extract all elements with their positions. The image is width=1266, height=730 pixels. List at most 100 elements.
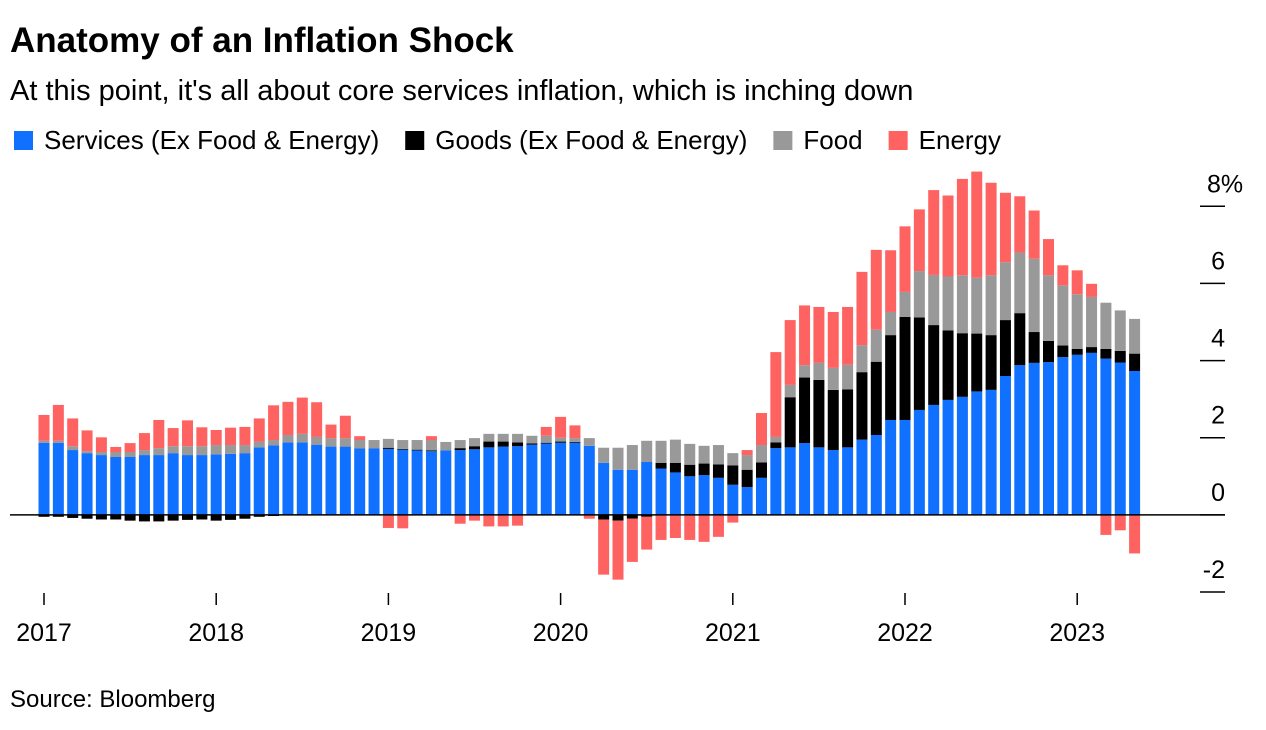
bar-segment	[425, 440, 437, 451]
bar-segment	[225, 514, 237, 520]
bar-segment	[239, 426, 251, 446]
x-tick-label: 2022	[877, 619, 933, 647]
bar-segment	[569, 441, 581, 443]
bar-segment	[239, 514, 251, 519]
bar-segment	[368, 440, 380, 449]
bar-segment	[913, 409, 925, 515]
bar-segment	[253, 447, 265, 515]
bar-segment	[382, 514, 394, 528]
bar-segment	[124, 443, 136, 452]
x-tick-label: 2021	[705, 619, 761, 647]
bar-segment	[382, 438, 394, 448]
bar-segment	[971, 171, 983, 278]
bar-segment	[784, 320, 796, 385]
bar-segment	[540, 443, 552, 515]
legend-swatch	[405, 131, 425, 150]
bar-segment	[526, 435, 538, 444]
bar-segment	[253, 441, 265, 448]
bar-segment	[985, 275, 997, 336]
bar-segment	[38, 414, 50, 441]
bar-segment	[239, 453, 251, 515]
bar-segment	[999, 192, 1011, 263]
bar-segment	[813, 362, 825, 380]
bar-segment	[454, 514, 466, 524]
bar-segment	[153, 448, 165, 456]
bar-segment	[885, 419, 897, 515]
bar-segment	[167, 446, 179, 454]
bar-segment	[196, 427, 208, 447]
bar-segment	[1014, 313, 1026, 366]
bar-segment	[641, 516, 653, 550]
bar-segment	[727, 465, 739, 485]
bar-segment	[52, 404, 64, 441]
bar-segment	[956, 333, 968, 397]
bar-segment	[1071, 294, 1083, 349]
bar-segment	[110, 457, 122, 515]
bar-segment	[669, 472, 681, 515]
source: Source: Bloomberg	[10, 686, 215, 713]
bar-segment	[999, 262, 1011, 321]
bar-segment	[842, 447, 854, 515]
y-tick-label: 2	[1211, 402, 1225, 430]
bar-segment	[770, 442, 782, 449]
bar-segment	[311, 436, 323, 445]
bar-segment	[225, 427, 237, 446]
bar-segment	[569, 438, 581, 442]
bar-segment	[741, 450, 753, 456]
bar-segment	[397, 448, 409, 450]
bar-segment	[555, 441, 567, 443]
bar-segment	[210, 445, 222, 455]
bar-segment	[598, 447, 610, 463]
bar-segment	[641, 462, 653, 515]
bar-segment	[138, 514, 150, 522]
bar-segment	[469, 446, 480, 450]
bar-segment	[540, 435, 552, 443]
bar-segment	[52, 442, 64, 515]
bar-segment	[67, 446, 79, 451]
bar-segment	[770, 352, 782, 437]
bar-segment	[138, 455, 150, 515]
bar-segment	[928, 325, 940, 405]
bar-segment	[756, 413, 767, 446]
bar-segment	[296, 442, 308, 515]
bar-segment	[411, 440, 423, 450]
bar-segment	[1028, 332, 1040, 363]
bar-segment	[813, 447, 825, 515]
bar-segment	[913, 209, 925, 272]
bar-segment	[655, 468, 667, 515]
bar-segment	[1129, 318, 1141, 354]
bar-segment	[411, 449, 423, 451]
bar-segment	[827, 311, 839, 368]
bar-segment	[1100, 349, 1112, 359]
bar-segment	[382, 448, 394, 515]
chart-subtitle: At this point, it's all about core servi…	[10, 75, 913, 107]
bar-segment	[712, 445, 724, 465]
bar-segment	[253, 514, 265, 517]
bar-segment	[741, 487, 753, 515]
bar-segment	[899, 291, 911, 317]
bar-segment	[641, 514, 653, 517]
bar-segment	[1028, 362, 1040, 515]
bar-segment	[1100, 514, 1112, 535]
bar-segment	[598, 514, 610, 520]
bar-segment	[167, 453, 179, 515]
bar-segment	[497, 433, 509, 442]
bar-segment	[741, 469, 753, 488]
bar-segment	[1043, 340, 1054, 363]
bar-segment	[67, 514, 79, 518]
bar-segment	[483, 514, 495, 527]
bar-segment	[626, 469, 638, 515]
y-tick-label: 6	[1211, 247, 1225, 275]
legend-swatch	[773, 131, 793, 150]
y-tick-label: 8%	[1207, 170, 1243, 198]
legend-label: Food	[803, 125, 862, 155]
x-tick-label: 2017	[16, 619, 72, 647]
bar-segment	[885, 335, 897, 420]
bar-segment	[612, 514, 624, 521]
bar-segment	[971, 391, 983, 515]
bar-segment	[469, 449, 480, 515]
bar-segment	[985, 182, 997, 276]
bar-segment	[1086, 283, 1098, 297]
bar-segment	[339, 438, 351, 447]
bar-segment	[756, 477, 767, 515]
